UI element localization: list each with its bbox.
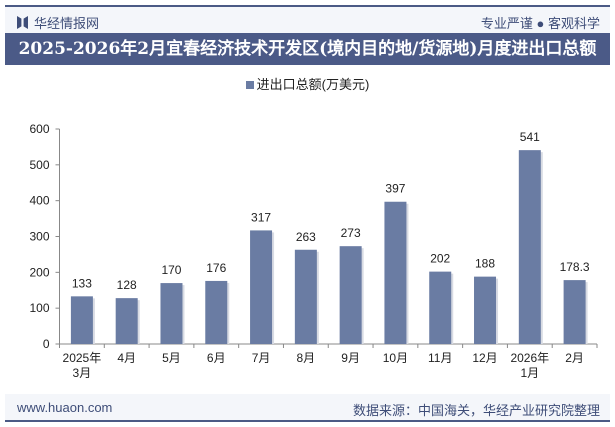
top-rule (5, 5, 610, 7)
brand-name: 华经情报网 (34, 16, 100, 31)
footer: www.huaon.com 数据来源：中国海关，华经产业研究院整理 (5, 394, 610, 420)
y-tick-label: 400 (29, 194, 49, 208)
bar (339, 246, 362, 344)
data-source: 数据来源：中国海关，华经产业研究院整理 (352, 403, 600, 418)
x-tick-label: 8月 (297, 351, 316, 365)
bar (294, 249, 317, 344)
x-tick-label: 6月 (207, 351, 226, 365)
x-tick-label: 11月 (428, 351, 452, 365)
y-tick-label: 300 (29, 230, 49, 244)
bar (429, 271, 452, 344)
bar (115, 298, 138, 344)
x-tick-label: 3月 (73, 366, 92, 380)
bar (384, 201, 407, 344)
x-tick-label: 9月 (341, 351, 360, 365)
website-link[interactable]: www.huaon.com (17, 400, 113, 415)
data-label: 170 (161, 263, 181, 277)
y-tick-label: 200 (29, 265, 49, 279)
x-tick-label: 2026年 (510, 351, 549, 365)
legend-swatch (245, 81, 254, 89)
bar (205, 280, 228, 344)
x-tick-label: 12月 (472, 351, 497, 365)
chart-title: 2025-2026年2月宜春经济技术开发区(境内目的地/货源地)月度进出口总额 (5, 33, 610, 65)
y-tick-label: 600 (29, 122, 49, 136)
data-label: 178.3 (560, 260, 590, 274)
data-label: 128 (117, 278, 137, 292)
x-tick-label: 7月 (252, 351, 271, 365)
y-tick-label: 500 (29, 158, 49, 172)
slogan: 专业严谨 ● 客观科学 (480, 16, 600, 31)
data-label: 317 (251, 210, 271, 224)
data-label: 133 (72, 276, 92, 290)
data-label: 188 (475, 257, 495, 271)
brand-logo: 华经情报网 (17, 13, 99, 32)
x-tick-label: 4月 (117, 351, 136, 365)
legend: 进出口总额(万美元) (0, 74, 615, 93)
y-tick-label: 0 (43, 337, 50, 351)
bar (474, 276, 497, 344)
x-tick-label: 1月 (520, 366, 539, 380)
bar (70, 296, 93, 344)
bottom-rule (5, 420, 610, 422)
header: 华经情报网 专业严谨 ● 客观科学 (5, 7, 610, 33)
data-label: 397 (385, 182, 405, 196)
data-label: 176 (206, 261, 226, 275)
data-label: 263 (296, 230, 316, 244)
x-tick-label: 2025年 (63, 351, 102, 365)
legend-label: 进出口总额(万美元) (256, 77, 370, 92)
x-tick-label: 2月 (565, 351, 584, 365)
bar (160, 283, 183, 344)
bar (250, 230, 273, 344)
data-label: 273 (341, 226, 361, 240)
data-label: 541 (520, 130, 540, 144)
bar (518, 150, 541, 344)
x-tick-label: 5月 (162, 351, 181, 365)
bar (563, 280, 586, 344)
data-label: 202 (430, 252, 450, 266)
y-tick-label: 100 (29, 301, 49, 315)
x-tick-label: 10月 (383, 351, 408, 365)
